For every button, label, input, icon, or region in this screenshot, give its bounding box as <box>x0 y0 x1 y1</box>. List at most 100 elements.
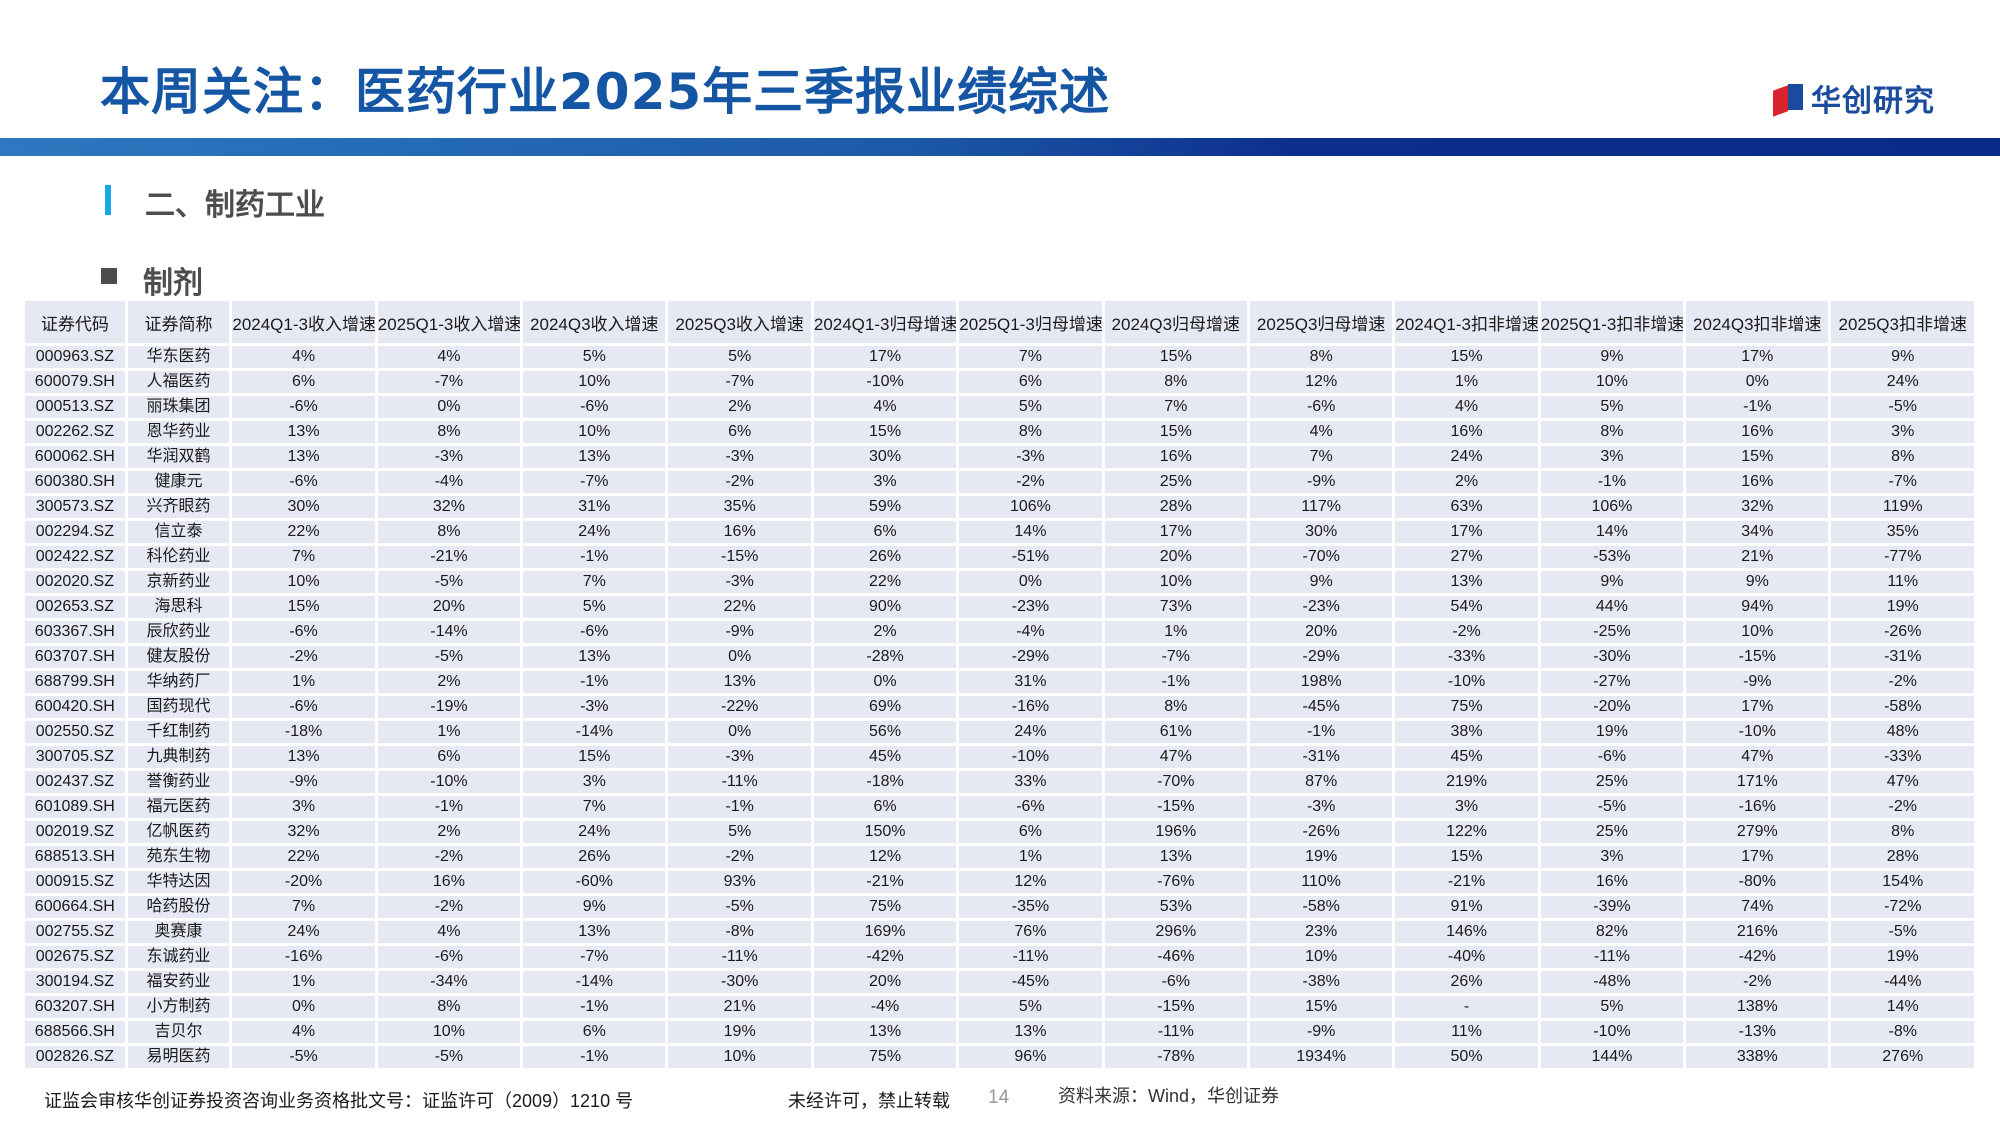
growth-value: 13% <box>813 1021 957 1043</box>
stock-code: 603707.SH <box>25 646 125 668</box>
growth-value: 13% <box>523 446 666 468</box>
growth-value: 0% <box>959 571 1102 593</box>
table-row: 300705.SZ 九典制药 13% 6% 15% -3% 45% -10% 47% -31% 45… <box>25 746 1974 768</box>
growth-value: 5% <box>668 346 811 368</box>
growth-value: -5% <box>1831 921 1974 943</box>
growth-value: -6% <box>523 396 666 418</box>
growth-value: -1% <box>523 1046 666 1068</box>
growth-value: 5% <box>1540 396 1684 418</box>
growth-value: -70% <box>1104 771 1247 793</box>
stock-name: 辰欣药业 <box>127 621 230 643</box>
growth-value: 20% <box>377 596 521 618</box>
table-row: 000963.SZ 华东医药 4% 4% 5% 5% 17% 7% 15% 8% 15% 9% 17% 9… <box>25 346 1974 368</box>
growth-value: 6% <box>959 821 1102 843</box>
table-row: 603707.SH 健友股份 -2% -5% 13% 0% -28% -29% -7% -29% -… <box>25 646 1974 668</box>
stock-name: 千红制药 <box>127 721 230 743</box>
growth-value: 4% <box>1249 421 1393 443</box>
growth-value: -21% <box>377 546 521 568</box>
growth-value: -1% <box>523 546 666 568</box>
growth-value: 8% <box>377 996 521 1018</box>
growth-value: -10% <box>377 771 521 793</box>
growth-value: 21% <box>668 996 811 1018</box>
growth-value: -2% <box>377 896 521 918</box>
stock-name: 信立泰 <box>127 521 230 543</box>
growth-value: -77% <box>1831 546 1974 568</box>
growth-value: 24% <box>232 921 375 943</box>
column-header: 2024Q1-3扣非增速 <box>1395 301 1538 343</box>
table-row: 002294.SZ 信立泰 22% 8% 24% 16% 6% 14% 17% 30% 17% 14%… <box>25 521 1974 543</box>
growth-value: -4% <box>813 996 957 1018</box>
growth-value: -7% <box>668 371 811 393</box>
growth-value: -21% <box>813 871 957 893</box>
growth-value: 117% <box>1249 496 1393 518</box>
growth-value: -3% <box>668 446 811 468</box>
growth-value: -5% <box>232 1046 375 1068</box>
stock-code: 603367.SH <box>25 621 125 643</box>
growth-value: -15% <box>1686 646 1829 668</box>
stock-name: 丽珠集团 <box>127 396 230 418</box>
growth-value: 22% <box>668 596 811 618</box>
stock-code: 002675.SZ <box>25 946 125 968</box>
growth-value: 144% <box>1540 1046 1684 1068</box>
growth-value: -31% <box>1831 646 1974 668</box>
growth-value: 7% <box>523 796 666 818</box>
growth-value: 35% <box>1831 521 1974 543</box>
table-row: 600664.SH 哈药股份 7% -2% 9% -5% 75% -35% 53% -58% 91%… <box>25 896 1974 918</box>
growth-value: 44% <box>1540 596 1684 618</box>
table-row: 002437.SZ 誉衡药业 -9% -10% 3% -11% -18% 33% -70% 87%… <box>25 771 1974 793</box>
growth-value: 24% <box>523 821 666 843</box>
table-row: 002653.SZ 海思科 15% 20% 5% 22% 90% -23% 73% -23% 54%… <box>25 596 1974 618</box>
growth-value: -5% <box>377 571 521 593</box>
stock-name: 小方制药 <box>127 996 230 1018</box>
growth-value: 5% <box>959 996 1102 1018</box>
growth-value: 9% <box>523 896 666 918</box>
growth-value: -39% <box>1540 896 1684 918</box>
growth-value: 4% <box>377 921 521 943</box>
growth-value: 9% <box>1249 571 1393 593</box>
growth-value: 12% <box>959 871 1102 893</box>
stock-code: 603207.SH <box>25 996 125 1018</box>
stock-name: 东诚药业 <box>127 946 230 968</box>
growth-value: 47% <box>1831 771 1974 793</box>
growth-value: 7% <box>232 546 375 568</box>
growth-value: 9% <box>1540 346 1684 368</box>
growth-value: 3% <box>232 796 375 818</box>
growth-value: -3% <box>668 571 811 593</box>
growth-value: 59% <box>813 496 957 518</box>
growth-value: 2% <box>1395 471 1538 493</box>
growth-value: -16% <box>959 696 1102 718</box>
growth-value: -14% <box>523 721 666 743</box>
growth-value: -21% <box>1395 871 1538 893</box>
column-header: 2025Q1-3收入增速 <box>377 301 521 343</box>
growth-value: 8% <box>1540 421 1684 443</box>
growth-value: 5% <box>959 396 1102 418</box>
growth-value: -3% <box>377 446 521 468</box>
growth-table: 证券代码 证券简称 2024Q1-3收入增速 2025Q1-3收入增速 2024Q3收入… <box>22 298 1977 1071</box>
growth-value: 30% <box>1249 521 1393 543</box>
growth-value: 11% <box>1831 571 1974 593</box>
stock-name: 人福医药 <box>127 371 230 393</box>
growth-value: 11% <box>1395 1021 1538 1043</box>
growth-value: 54% <box>1395 596 1538 618</box>
growth-value: -6% <box>1540 746 1684 768</box>
stock-code: 002826.SZ <box>25 1046 125 1068</box>
growth-value: -11% <box>1104 1021 1247 1043</box>
growth-value: 10% <box>1686 621 1829 643</box>
growth-value: 19% <box>668 1021 811 1043</box>
growth-value: 6% <box>813 796 957 818</box>
table-row: 002020.SZ 京新药业 10% -5% 7% -3% 22% 0% 10% 9% 13% 9% 9… <box>25 571 1974 593</box>
growth-value: -10% <box>1686 721 1829 743</box>
growth-value: -1% <box>668 796 811 818</box>
column-header: 2024Q3扣非增速 <box>1686 301 1829 343</box>
growth-value: 69% <box>813 696 957 718</box>
growth-value: 31% <box>523 496 666 518</box>
stock-name: 健康元 <box>127 471 230 493</box>
growth-value: -6% <box>1104 971 1247 993</box>
data-source: 资料来源：Wind，华创证券 <box>1058 1086 1280 1106</box>
growth-value: 15% <box>1249 996 1393 1018</box>
growth-value: 13% <box>523 646 666 668</box>
column-header: 2025Q1-3扣非增速 <box>1540 301 1684 343</box>
stock-name: 哈药股份 <box>127 896 230 918</box>
growth-value: 9% <box>1831 346 1974 368</box>
growth-value: -27% <box>1540 671 1684 693</box>
